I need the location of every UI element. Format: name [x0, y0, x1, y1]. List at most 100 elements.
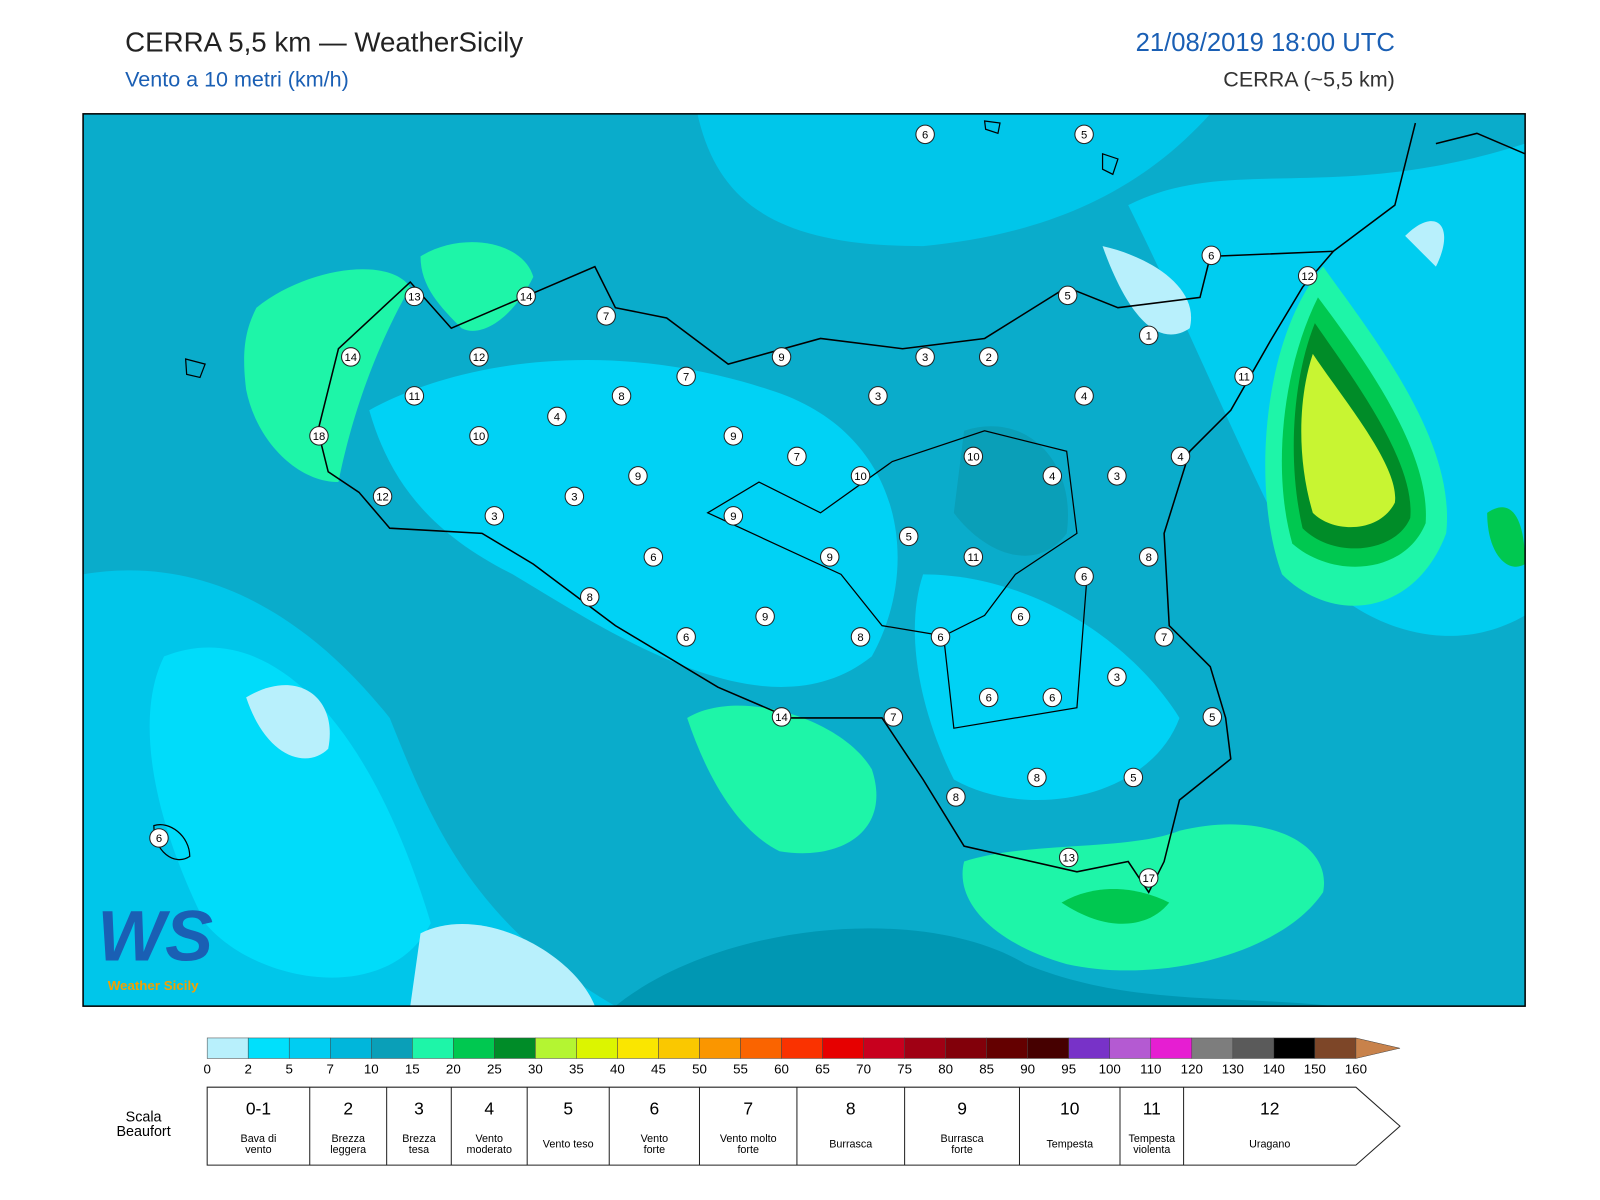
- station-value: 11: [1238, 371, 1250, 383]
- station-marker: [1074, 124, 1094, 145]
- station-marker: [850, 466, 871, 486]
- station-value: 3: [922, 352, 928, 364]
- colorbar-tick: 160: [1345, 1061, 1367, 1076]
- beaufort-name: Vento: [475, 1133, 503, 1145]
- station-value: 8: [953, 792, 959, 804]
- model: CERRA (~5,5 km): [1223, 68, 1395, 92]
- colorbar-tick: 75: [897, 1061, 912, 1076]
- station-value: 17: [1142, 873, 1155, 885]
- beaufort-force: 12: [1260, 1098, 1279, 1118]
- beaufort-name: Vento: [641, 1133, 669, 1145]
- colorbar-tick: 100: [1099, 1061, 1121, 1076]
- colorbar-cell: [329, 1037, 372, 1059]
- colorbar-cell: [1232, 1037, 1275, 1059]
- beaufort-name: forte: [644, 1144, 666, 1156]
- station-marker: [978, 347, 999, 367]
- station-marker: [1202, 707, 1223, 727]
- beaufort-force: 5: [563, 1098, 573, 1118]
- station-value: 8: [1034, 772, 1040, 784]
- colorbar-cell: [617, 1037, 659, 1059]
- colorbar-tick: 65: [815, 1061, 830, 1076]
- colorbar-tick: 30: [528, 1061, 543, 1076]
- colorbar-cell: [781, 1037, 823, 1059]
- beaufort-force: 3: [414, 1098, 424, 1118]
- station-marker: [469, 347, 489, 367]
- station-value: 7: [890, 712, 896, 724]
- colorbar-tick: 95: [1061, 1061, 1076, 1076]
- station-marker: [1234, 366, 1254, 387]
- station-marker: [611, 386, 632, 406]
- colorbar-cell: [904, 1037, 946, 1059]
- station-value: 9: [730, 511, 736, 523]
- station-marker: [787, 446, 807, 467]
- colorbar-tick: 7: [327, 1061, 334, 1076]
- station-marker: [868, 386, 888, 406]
- colorbar-cell: [658, 1037, 700, 1059]
- station-marker: [1107, 667, 1127, 687]
- station-marker: [404, 386, 425, 406]
- colorbar-tick: 60: [774, 1061, 789, 1076]
- colorbar-cell: [699, 1037, 741, 1059]
- beaufort-force: 2: [343, 1098, 353, 1118]
- station-marker: [149, 828, 169, 848]
- station-marker: [1170, 446, 1191, 467]
- beaufort-name: forte: [951, 1144, 973, 1156]
- station-value: 3: [1114, 471, 1120, 483]
- station-marker: [1107, 466, 1127, 486]
- station-value: 10: [473, 431, 486, 443]
- station-marker: [1138, 547, 1159, 567]
- station-marker: [771, 347, 792, 367]
- colorbar-arrow: [1355, 1037, 1401, 1059]
- beaufort-name: Uragano: [1249, 1138, 1290, 1150]
- station-value: 9: [635, 471, 641, 483]
- station-value: 9: [762, 611, 768, 623]
- colorbar-cell: [1109, 1037, 1152, 1059]
- station-marker: [1042, 466, 1063, 486]
- station-value: 5: [1209, 712, 1215, 724]
- title: CERRA 5,5 km — WeatherSicily: [125, 26, 523, 57]
- subtitle: Vento a 10 metri (km/h): [125, 68, 349, 92]
- station-value: 5: [1065, 290, 1071, 302]
- beaufort-name: leggera: [330, 1144, 366, 1156]
- beaufort-label: Beaufort: [116, 1124, 170, 1140]
- beaufort-name: Tempesta: [1128, 1133, 1175, 1145]
- station-marker: [1297, 266, 1318, 286]
- station-marker: [978, 687, 999, 708]
- colorbar-tick: 0: [203, 1061, 210, 1076]
- colorbar-tick: 10: [364, 1061, 379, 1076]
- beaufort-name: Burrasca: [829, 1138, 872, 1150]
- colorbar-cell: [986, 1037, 1028, 1059]
- station-value: 7: [603, 311, 609, 323]
- colorbar-tick: 80: [938, 1061, 953, 1076]
- station-marker: [1074, 386, 1094, 406]
- station-marker: [372, 486, 393, 507]
- station-marker: [946, 787, 966, 807]
- beaufort-name: Vento teso: [543, 1138, 594, 1150]
- station-value: 4: [1081, 391, 1087, 403]
- station-marker: [1138, 868, 1159, 888]
- station-value: 9: [827, 552, 833, 564]
- station-value: 8: [857, 632, 863, 644]
- station-value: 8: [618, 391, 624, 403]
- station-marker: [755, 606, 775, 627]
- station-marker: [1010, 606, 1031, 627]
- station-value: 12: [1301, 271, 1314, 283]
- map-frame: [82, 113, 1526, 1007]
- station-value: 6: [1081, 571, 1087, 583]
- station-value: 2: [986, 352, 992, 364]
- station-marker: [1138, 325, 1159, 346]
- station-marker: [309, 426, 329, 446]
- beaufort-force: 4: [484, 1098, 494, 1118]
- colorbar-tick: 150: [1304, 1061, 1326, 1076]
- colorbar-tick: 40: [610, 1061, 625, 1076]
- station-marker: [1123, 767, 1144, 788]
- colorbar-cell: [206, 1037, 249, 1059]
- station-marker: [676, 366, 696, 387]
- colorbar-cell: [1314, 1037, 1357, 1059]
- station-value: 5: [1130, 772, 1136, 784]
- station-marker: [883, 707, 904, 727]
- station-marker: [963, 547, 984, 567]
- colorbar-cell: [1273, 1037, 1316, 1059]
- station-marker: [915, 347, 935, 367]
